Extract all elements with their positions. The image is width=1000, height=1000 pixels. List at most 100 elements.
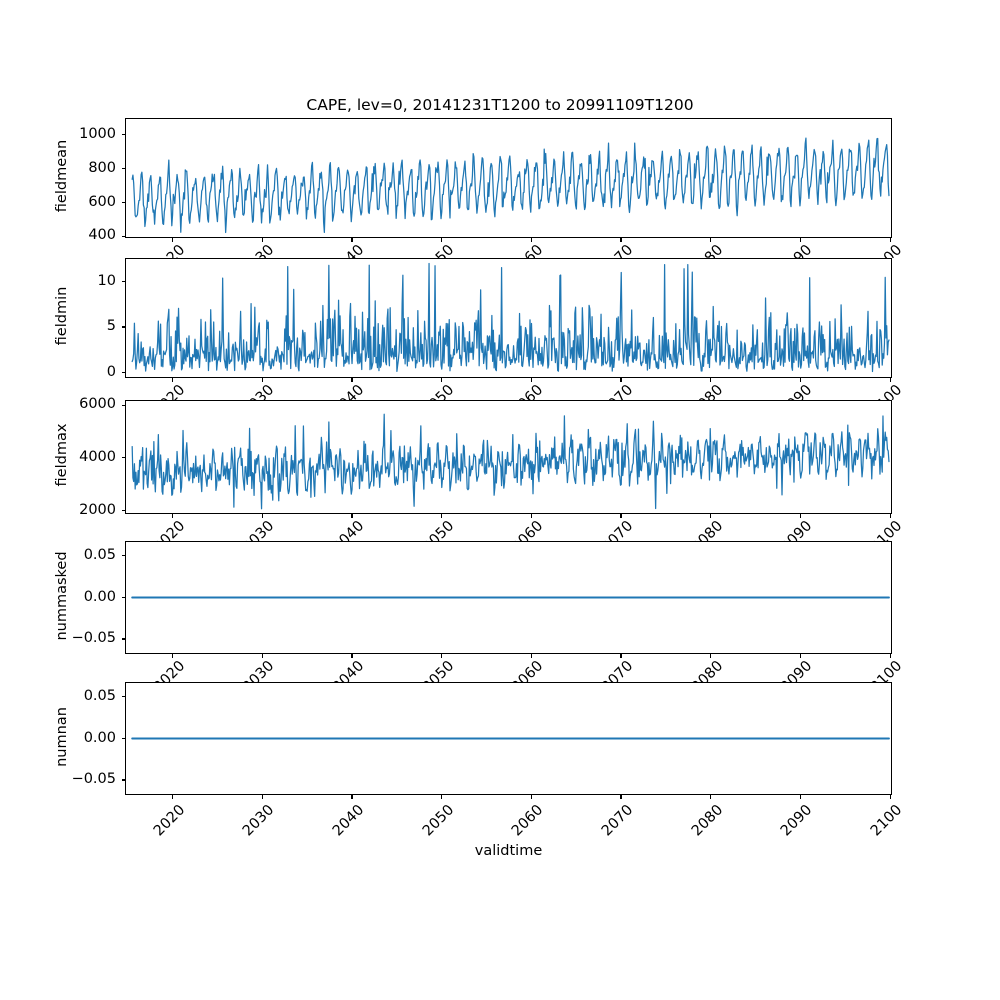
xtick-label-fieldmean-5: 2070 xyxy=(590,242,636,258)
ytick-mark-nummasked-2 xyxy=(121,555,125,557)
ytick-label-nummasked-0: −0.05 xyxy=(71,630,116,647)
xaxis-tick-label-1: 2030 xyxy=(240,802,278,840)
ylabel-fieldmax: fieldmax xyxy=(54,423,70,487)
xtick-mark-fieldmin-1 xyxy=(261,378,263,382)
xtick-mark-numnan-8 xyxy=(889,795,891,799)
xtick-label-fieldmean-2: 2040 xyxy=(321,242,367,258)
xtick-mark-numnan-5 xyxy=(620,795,622,799)
ytick-mark-numnan-2 xyxy=(121,696,125,698)
xtick-label-fieldmax-5: 2070 xyxy=(598,518,637,541)
panel-frame-fieldmean xyxy=(125,118,892,238)
xtick-label-nummasked-6: 2080 xyxy=(688,658,727,682)
ytick-label-numnan-1: 0.00 xyxy=(83,729,116,746)
series-line-fieldmin xyxy=(131,262,890,373)
ytick-label-fieldmax-0: 2000 xyxy=(79,501,116,518)
ytick-label-fieldmean-0: 400 xyxy=(88,227,116,244)
xtick-mark-fieldmin-6 xyxy=(710,378,712,382)
xaxis-tick-label-2: 2040 xyxy=(329,802,368,840)
figure-title: CAPE, lev=0, 20141231T1200 to 20991109T1… xyxy=(306,96,694,114)
xtick-label-nummasked-1: 2030 xyxy=(240,658,278,682)
ytick-label-fieldmean-2: 800 xyxy=(88,159,116,176)
xtick-label-fieldmin-1: 2030 xyxy=(231,382,277,400)
xaxis-tick-label-6: 2080 xyxy=(688,802,727,840)
xtick-label-fieldmin-4: 2060 xyxy=(500,382,546,400)
xtick-mark-numnan-1 xyxy=(261,795,263,799)
ytick-mark-fieldmin-1 xyxy=(121,326,125,328)
ytick-mark-fieldmin-0 xyxy=(121,371,125,374)
xtick-label-nummasked-8: 2100 xyxy=(868,658,906,682)
xtick-mark-nummasked-2 xyxy=(351,654,353,658)
xtick-mark-numnan-2 xyxy=(351,795,353,799)
xtick-labels-clipped-fieldmax: 2020 2030 2040 2050 2060 2070 2080 2090 2100 xyxy=(65,515,952,541)
panel-fieldmean: 400 600 800 1000 fieldmean xyxy=(54,118,892,243)
xtick-label-nummasked-7: 2090 xyxy=(778,658,816,682)
xtick-label-nummasked-3: 2050 xyxy=(419,658,457,682)
ytick-label-nummasked-2: 0.05 xyxy=(83,546,116,563)
ylabel-numnan: numnan xyxy=(54,706,70,767)
xaxis-label: validtime xyxy=(474,843,543,859)
xtick-label-fieldmean-8: 2100 xyxy=(859,242,905,258)
xtick-label-nummasked-2: 2040 xyxy=(329,658,368,682)
xtick-label-fieldmin-3: 2050 xyxy=(410,382,457,400)
xtick-label-fieldmax-2: 2040 xyxy=(329,518,368,541)
panel-frame-fieldmin xyxy=(125,258,892,378)
xtick-mark-fieldmax-2 xyxy=(351,514,353,518)
ytick-mark-nummasked-0 xyxy=(121,638,125,640)
xtick-label-fieldmax-6: 2080 xyxy=(688,518,727,541)
xtick-mark-nummasked-7 xyxy=(799,654,802,658)
ytick-mark-nummasked-1 xyxy=(121,596,125,599)
xtick-mark-nummasked-4 xyxy=(530,654,532,658)
xtick-mark-fieldmin-8 xyxy=(889,378,891,382)
xtick-mark-fieldmax-5 xyxy=(620,514,622,518)
xtick-mark-nummasked-8 xyxy=(889,654,891,658)
xtick-label-fieldmean-0: 2020 xyxy=(141,242,187,258)
xtick-mark-fieldmin-7 xyxy=(799,378,802,382)
ytick-label-fieldmean-3: 1000 xyxy=(79,125,116,142)
xtick-mark-numnan-3 xyxy=(441,795,443,799)
xtick-mark-nummasked-6 xyxy=(710,654,712,658)
series-line-nummasked xyxy=(131,596,890,599)
xtick-labels-clipped-nummasked: 2020 2030 2040 2050 2060 2070 2080 2090 2100 xyxy=(65,655,952,682)
ytick-label-numnan-2: 0.05 xyxy=(83,687,116,704)
xtick-label-fieldmin-5: 2070 xyxy=(590,382,636,400)
xtick-mark-numnan-0 xyxy=(171,795,174,799)
panel-fieldmax: 2000 4000 6000 fieldmax xyxy=(54,396,892,518)
xtick-mark-fieldmax-1 xyxy=(261,514,263,518)
xtick-mark-nummasked-1 xyxy=(261,654,263,658)
xtick-mark-fieldmax-0 xyxy=(171,514,174,518)
ylabel-fieldmin: fieldmin xyxy=(54,286,70,346)
xtick-mark-fieldmin-2 xyxy=(351,378,353,382)
xtick-mark-nummasked-0 xyxy=(171,654,174,658)
ytick-mark-fieldmax-2 xyxy=(121,404,125,406)
xtick-mark-nummasked-3 xyxy=(441,654,443,658)
xtick-mark-fieldmean-4 xyxy=(530,238,532,242)
xtick-mark-fieldmax-3 xyxy=(441,514,443,518)
ylabel-fieldmean: fieldmean xyxy=(54,139,70,213)
xtick-label-fieldmean-6: 2080 xyxy=(679,242,726,258)
xtick-label-fieldmean-1: 2030 xyxy=(231,242,277,258)
xaxis-tick-label-8: 2100 xyxy=(868,802,906,840)
xtick-label-fieldmin-7: 2090 xyxy=(769,382,815,400)
series-line-numnan xyxy=(131,737,890,740)
panel-frame-nummasked xyxy=(125,541,892,654)
xtick-mark-numnan-4 xyxy=(530,795,532,799)
ytick-mark-fieldmean-1 xyxy=(121,201,125,204)
ytick-mark-numnan-0 xyxy=(121,779,125,781)
panel-fieldmin: 0 5 10 fieldmin xyxy=(54,258,892,382)
xtick-mark-fieldmean-6 xyxy=(710,238,712,242)
xtick-mark-fieldmax-4 xyxy=(530,514,532,518)
ytick-label-numnan-0: −0.05 xyxy=(71,771,116,788)
ytick-mark-fieldmean-3 xyxy=(121,134,125,136)
xaxis-tick-label-7: 2090 xyxy=(778,802,816,840)
xtick-mark-numnan-6 xyxy=(710,795,712,799)
ytick-label-fieldmin-0: 0 xyxy=(106,363,116,380)
ytick-label-fieldmax-2: 6000 xyxy=(79,396,116,413)
xtick-label-fieldmean-4: 2060 xyxy=(500,242,546,258)
ytick-label-fieldmax-1: 4000 xyxy=(79,448,116,465)
ytick-mark-fieldmean-0 xyxy=(121,235,125,237)
xtick-label-fieldmax-3: 2050 xyxy=(419,518,457,541)
panel-frame-fieldmax xyxy=(125,400,892,514)
ytick-mark-fieldmax-0 xyxy=(121,509,125,512)
xtick-label-fieldmin-0: 2020 xyxy=(141,382,187,400)
